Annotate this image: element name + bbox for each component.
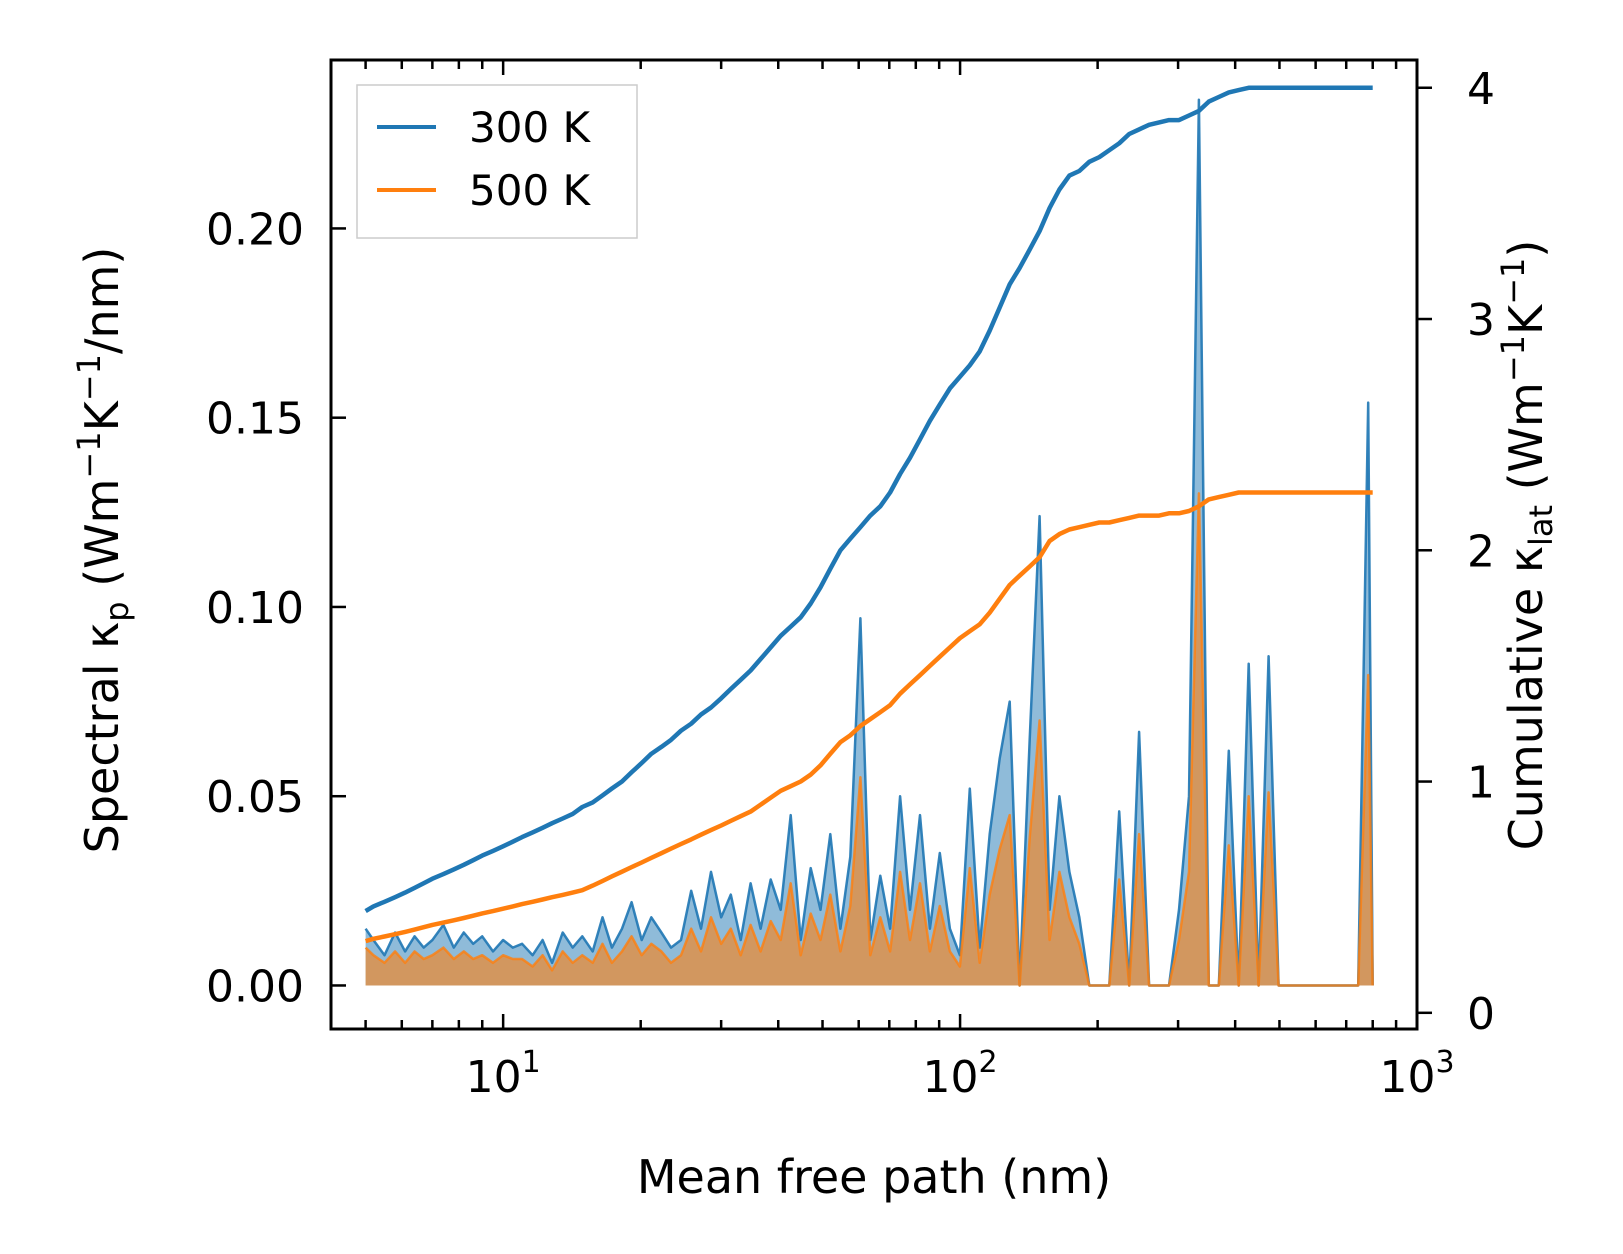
x-tick-label: 103 <box>1379 1045 1454 1103</box>
right-tick-label: 2 <box>1467 526 1495 577</box>
left-axis-label: Spectral κp (Wm−1K−1/nm) <box>70 247 136 854</box>
x-tick-label-exp: 3 <box>1435 1045 1454 1080</box>
left-axis-label-main: Spectral κ <box>75 622 129 854</box>
x-tick-label-base: 10 <box>923 1052 979 1103</box>
spectral-fills <box>364 98 1374 987</box>
right-axis-label-main: Cumulative κ <box>1499 546 1553 850</box>
x-tick-label-exp: 2 <box>979 1045 998 1080</box>
plot-frame <box>329 58 1419 1031</box>
right-axis-label-sup-2: −1 <box>1494 258 1532 305</box>
left-axis-label-units-2: K <box>75 399 129 431</box>
left-axis-label-sub: p <box>98 601 136 621</box>
right-tick-label: 4 <box>1467 64 1495 115</box>
x-tick-label-base: 10 <box>1379 1052 1435 1103</box>
right-axis-label-sup-1: −1 <box>1494 335 1532 382</box>
x-axis-label: Mean free path (nm) <box>637 1150 1111 1204</box>
x-axis-ticks: 101 102 103 <box>364 60 1455 1103</box>
left-axis-label-units-3: /nm) <box>75 247 129 354</box>
x-tick-label-base: 10 <box>466 1052 522 1103</box>
cumulative-line-500k <box>364 490 1373 944</box>
legend-label-300k: 300 K <box>469 103 592 152</box>
right-axis-label-sub: lat <box>1522 505 1560 546</box>
left-tick-label: 0.15 <box>206 394 304 445</box>
right-axis-label-units-2: K <box>1499 303 1553 335</box>
legend: 300 K 500 K <box>356 84 638 239</box>
right-axis-label-units: (Wm <box>1499 382 1553 505</box>
legend-label-500k: 500 K <box>469 166 592 215</box>
x-tick-label: 102 <box>923 1045 998 1103</box>
right-tick-label: 1 <box>1467 758 1495 809</box>
left-axis-label-units: (Wm <box>75 479 129 602</box>
spectral-line-500k <box>364 492 1374 987</box>
cumulative-lines <box>364 85 1373 944</box>
x-tick-label-exp: 1 <box>522 1045 541 1080</box>
left-axis-ticks: 0.00 0.05 0.10 0.15 0.20 <box>206 204 346 1012</box>
right-axis-ticks: 0 1 2 3 4 <box>1417 64 1495 1040</box>
right-tick-label: 0 <box>1467 989 1495 1040</box>
left-axis-label-sup-1: −1 <box>70 431 108 478</box>
spectral-area-500k <box>365 493 1373 986</box>
left-tick-label: 0.20 <box>206 204 304 255</box>
cumulative-line-300k <box>364 85 1373 914</box>
x-tick-label: 101 <box>466 1045 541 1103</box>
legend-box <box>356 84 638 239</box>
left-axis-label-sup-2: −1 <box>70 354 108 401</box>
left-tick-label: 0.10 <box>206 583 304 634</box>
left-tick-label: 0.05 <box>206 772 304 823</box>
right-axis-label-units-3: ) <box>1499 240 1553 258</box>
right-axis-label: Cumulative κlat (Wm−1K−1) <box>1494 240 1560 851</box>
left-tick-label: 0.00 <box>206 961 304 1012</box>
right-tick-label: 3 <box>1467 295 1495 346</box>
